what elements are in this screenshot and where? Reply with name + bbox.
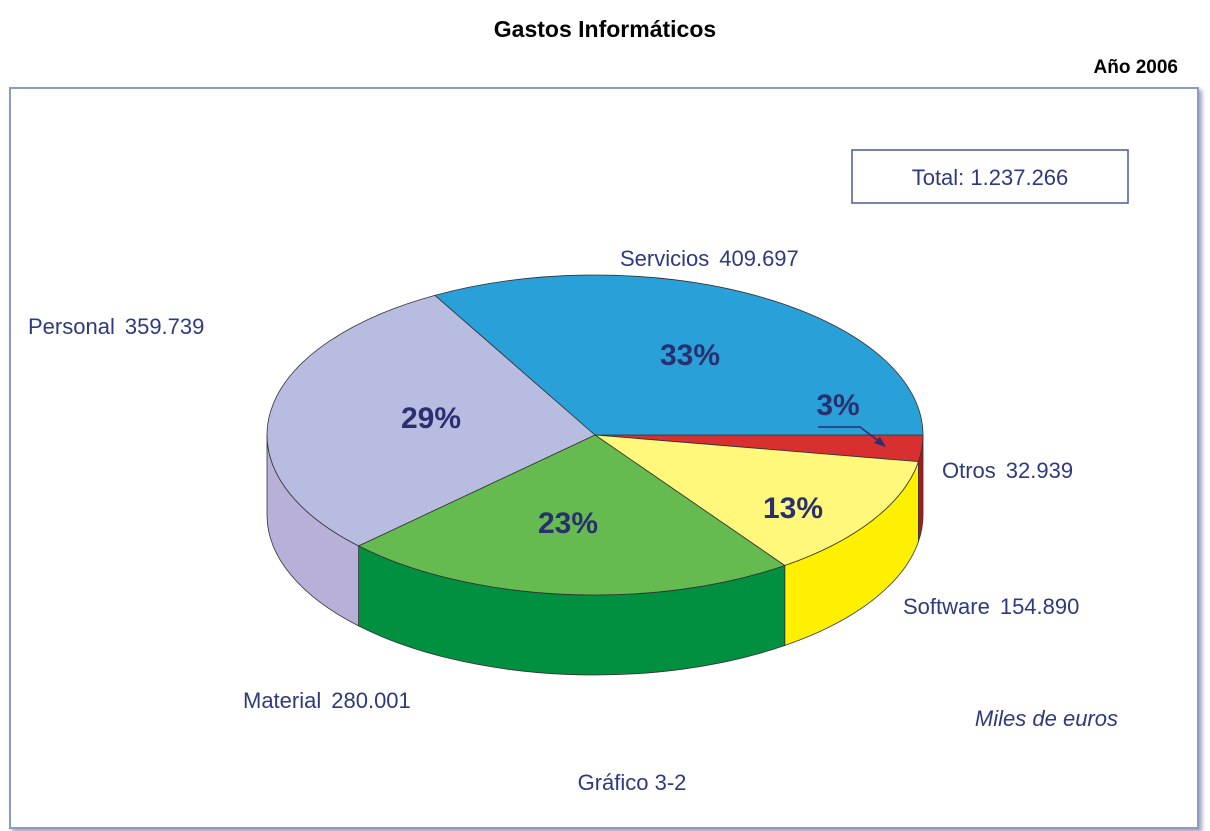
percent-label: 23%: [538, 507, 598, 540]
pointer-head: [874, 437, 886, 447]
category-label: Personal 359.739: [28, 314, 204, 339]
pointer: [818, 426, 885, 446]
total-box: [851, 149, 1129, 204]
category-value: 154.890: [1000, 594, 1080, 619]
category-name: Personal: [28, 314, 115, 339]
category-name: Material: [243, 688, 321, 713]
total-label: Total: 1.237.266: [912, 165, 1069, 190]
category-name: Servicios: [620, 246, 709, 271]
category-name: Otros: [942, 458, 996, 483]
caption: Gráfico 3-2: [578, 770, 687, 795]
category-label: Material 280.001: [243, 688, 411, 713]
slice: [593, 434, 919, 566]
units-note: Miles de euros: [975, 706, 1118, 731]
category-value: 32.939: [1006, 458, 1073, 483]
category-value: 280.001: [331, 688, 411, 713]
chart-subtitle: Año 2006: [1094, 57, 1178, 78]
slice: [266, 294, 596, 547]
category-value: 359.739: [125, 314, 205, 339]
category-value: 409.697: [719, 246, 799, 271]
category-name: Software: [903, 594, 990, 619]
percent-label: 33%: [660, 339, 720, 372]
slice: [434, 274, 924, 436]
category-label: Servicios 409.697: [620, 246, 799, 271]
percent-label: 3%: [816, 389, 859, 422]
slice: [357, 434, 786, 596]
category-label: Software 154.890: [903, 594, 1079, 619]
pie: [266, 274, 924, 676]
percent-label: 13%: [763, 492, 823, 525]
category-label: Otros 32.939: [942, 458, 1073, 483]
chart-title: Gastos Informáticos: [494, 16, 716, 42]
percent-label: 29%: [401, 402, 461, 435]
